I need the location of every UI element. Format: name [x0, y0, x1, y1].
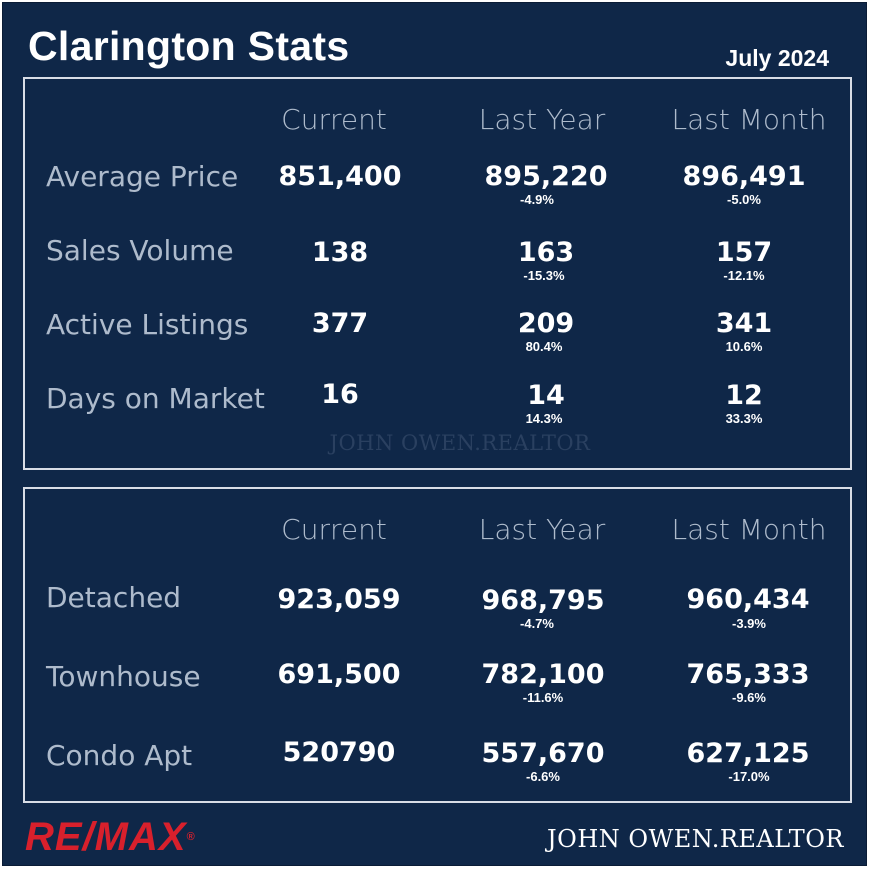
townhouse-last-month-change: -9.6%	[732, 690, 766, 705]
days-on-market-last-year: 14	[527, 380, 565, 411]
active-listings-last-year: 209	[517, 308, 575, 339]
condo-apt-current: 520790	[282, 737, 396, 768]
average-price-last-year: 895,220	[484, 161, 608, 192]
days-on-market-current: 16	[321, 379, 359, 410]
detached-last-month-change: -3.9%	[732, 616, 766, 631]
active-listings-last-month-change: 10.6%	[725, 339, 763, 354]
page-title: Clarington Stats	[28, 23, 350, 69]
average-price-current: 851,400	[278, 161, 402, 192]
property-type-panel: Current Last Year Last Month Detached 92…	[23, 487, 852, 803]
sales-volume-last-month-change: -12.1%	[723, 268, 765, 283]
townhouse-last-year: 782,100	[481, 659, 605, 690]
average-price-last-month: 896,491	[682, 161, 806, 192]
sales-volume-last-year: 163	[517, 237, 575, 268]
days-on-market-last-month-change: 33.3%	[725, 411, 763, 426]
active-listings-current: 377	[311, 308, 369, 339]
detached-last-year: 968,795	[481, 585, 605, 616]
remax-logo-text: RE/MAX	[25, 815, 187, 859]
condo-apt-last-month: 627,125	[686, 738, 810, 769]
row-label-active-listings: Active Listings	[46, 308, 249, 341]
townhouse-last-year-change: -11.6%	[522, 690, 564, 705]
column-header-current: Current	[281, 513, 387, 546]
watermark: JOHN OWEN.REALTOR	[329, 431, 591, 455]
column-header-last-year: Last Year	[478, 513, 606, 546]
sales-volume-last-month: 157	[715, 237, 773, 268]
column-header-current: Current	[281, 103, 387, 136]
active-listings-last-year-change: 80.4%	[525, 339, 563, 354]
townhouse-last-month: 765,333	[686, 659, 810, 690]
average-price-last-month-change: -5.0%	[727, 192, 761, 207]
detached-last-month: 960,434	[686, 584, 810, 615]
row-label-townhouse: Townhouse	[46, 660, 201, 693]
detached-last-year-change: -4.7%	[520, 616, 554, 631]
detached-current: 923,059	[277, 584, 401, 615]
column-header-last-month: Last Month	[671, 513, 827, 546]
condo-apt-last-year: 557,670	[481, 738, 605, 769]
realtor-signature: JOHN OWEN.REALTOR	[547, 825, 844, 853]
condo-apt-last-month-change: -17.0%	[728, 769, 770, 784]
sales-volume-current: 138	[311, 237, 369, 268]
average-price-last-year-change: -4.9%	[520, 192, 554, 207]
sales-volume-last-year-change: -15.3%	[523, 268, 565, 283]
row-label-detached: Detached	[46, 581, 182, 614]
days-on-market-last-month: 12	[725, 380, 763, 411]
column-header-last-year: Last Year	[478, 103, 606, 136]
row-label-sales-volume: Sales Volume	[46, 234, 234, 267]
active-listings-last-month: 341	[715, 308, 773, 339]
column-header-last-month: Last Month	[671, 103, 827, 136]
summary-panel: Current Last Year Last Month Average Pri…	[23, 77, 852, 470]
days-on-market-last-year-change: 14.3%	[525, 411, 563, 426]
remax-logo: RE/MAX®	[25, 815, 196, 859]
row-label-condo-apt: Condo Apt	[46, 739, 193, 772]
report-date: July 2024	[725, 45, 829, 71]
row-label-average-price: Average Price	[46, 160, 239, 193]
condo-apt-last-year-change: -6.6%	[526, 769, 560, 784]
row-label-days-on-market: Days on Market	[46, 382, 265, 415]
townhouse-current: 691,500	[277, 659, 401, 690]
